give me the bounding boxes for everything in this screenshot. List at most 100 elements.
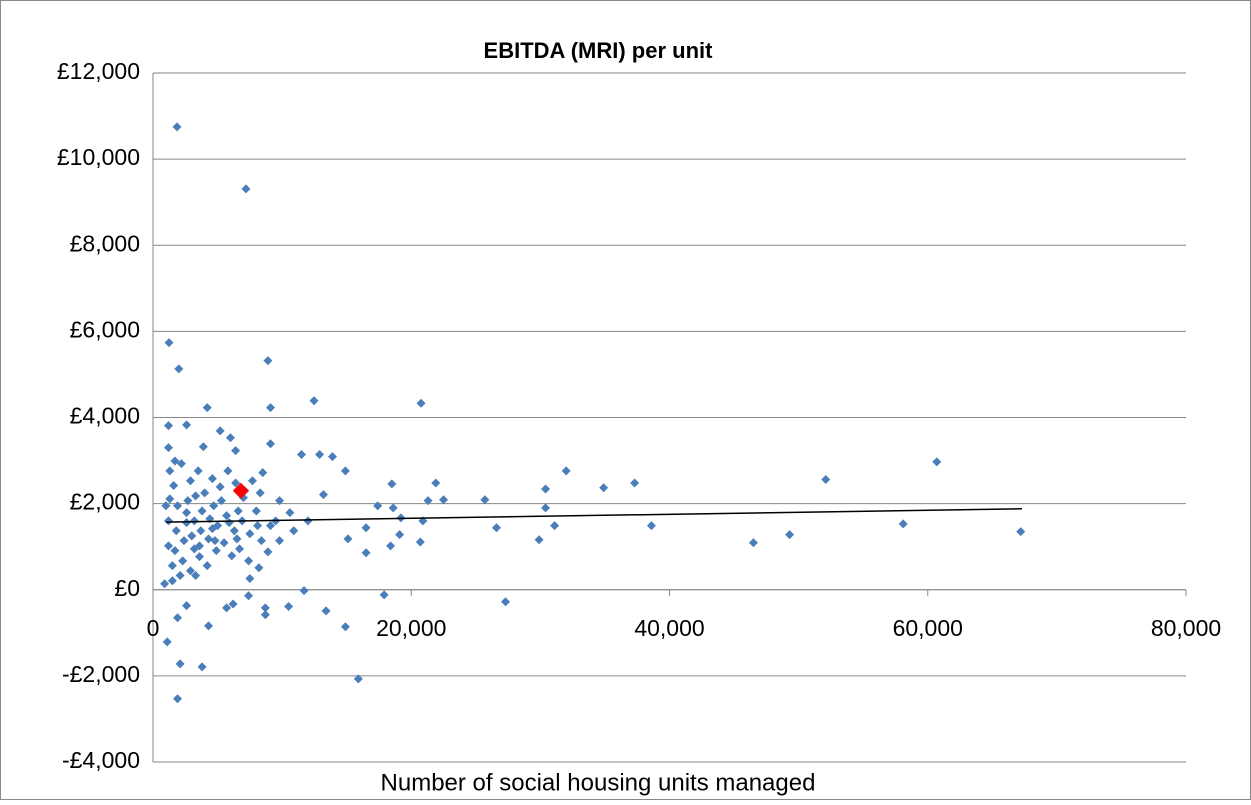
point [191,571,201,581]
point [353,674,363,684]
point [182,420,192,430]
point [285,508,295,518]
point [175,571,185,581]
point [315,450,325,460]
point [185,476,195,486]
point [303,516,313,526]
point [327,452,337,462]
point [646,521,656,531]
point [379,590,389,600]
point [182,508,192,518]
point [167,561,177,571]
point [210,536,220,546]
point [229,526,239,536]
point [266,403,276,413]
point [183,496,193,506]
point [167,576,177,586]
point [340,466,350,476]
point [211,546,221,556]
point [423,496,433,506]
point [225,433,235,443]
point [361,548,371,558]
point [198,442,208,452]
x-tick-label: 20,000 [376,615,446,641]
point [224,518,234,528]
point [165,466,175,476]
point [748,538,758,548]
point [173,694,183,704]
point [599,483,609,493]
point [416,398,426,408]
y-tick-label: £8,000 [70,230,140,256]
point [204,534,214,544]
point [215,426,225,436]
y-tick-label: £12,000 [57,58,140,84]
x-tick-label: 60,000 [893,615,963,641]
point [171,526,181,536]
point [204,621,214,631]
point [821,475,831,485]
point [254,563,264,573]
point [173,613,183,623]
point [233,506,243,516]
y-tick-label: £4,000 [70,403,140,429]
point [207,524,217,534]
point [162,637,172,647]
point [164,338,174,348]
point [196,526,206,536]
point [197,506,207,516]
point [202,403,212,413]
point [175,659,185,669]
point [340,622,350,632]
point [275,536,285,546]
point [361,523,371,533]
point [1016,527,1026,537]
point [263,356,273,366]
point [388,503,398,513]
point [197,662,207,672]
point [191,491,201,501]
point [169,481,179,491]
point [386,541,396,551]
point [189,516,199,526]
point [480,495,490,505]
point [163,516,173,526]
point [215,482,225,492]
point [932,457,942,467]
point [501,597,511,607]
point [187,531,197,541]
point [216,496,226,506]
point [185,566,195,576]
point [219,538,229,548]
point [321,606,331,616]
point [228,599,238,609]
point [299,586,309,596]
point [194,552,204,562]
point [284,602,294,612]
point [251,506,261,516]
point [256,536,266,546]
point [275,496,285,506]
point [387,479,397,489]
point [179,536,189,546]
point [534,535,544,545]
point [260,603,270,613]
point [160,579,170,589]
point [630,478,640,488]
point [170,456,180,466]
point [241,184,251,194]
point [266,521,276,531]
point [222,511,232,521]
point [189,544,199,554]
trendline [165,508,1023,523]
point [395,530,405,540]
y-tick-label: £0 [114,575,140,601]
x-tick-label: 0 [147,615,160,641]
point [373,501,383,511]
point [170,546,180,556]
point [550,521,560,531]
point [898,519,908,529]
point [263,547,273,557]
point [207,474,217,484]
